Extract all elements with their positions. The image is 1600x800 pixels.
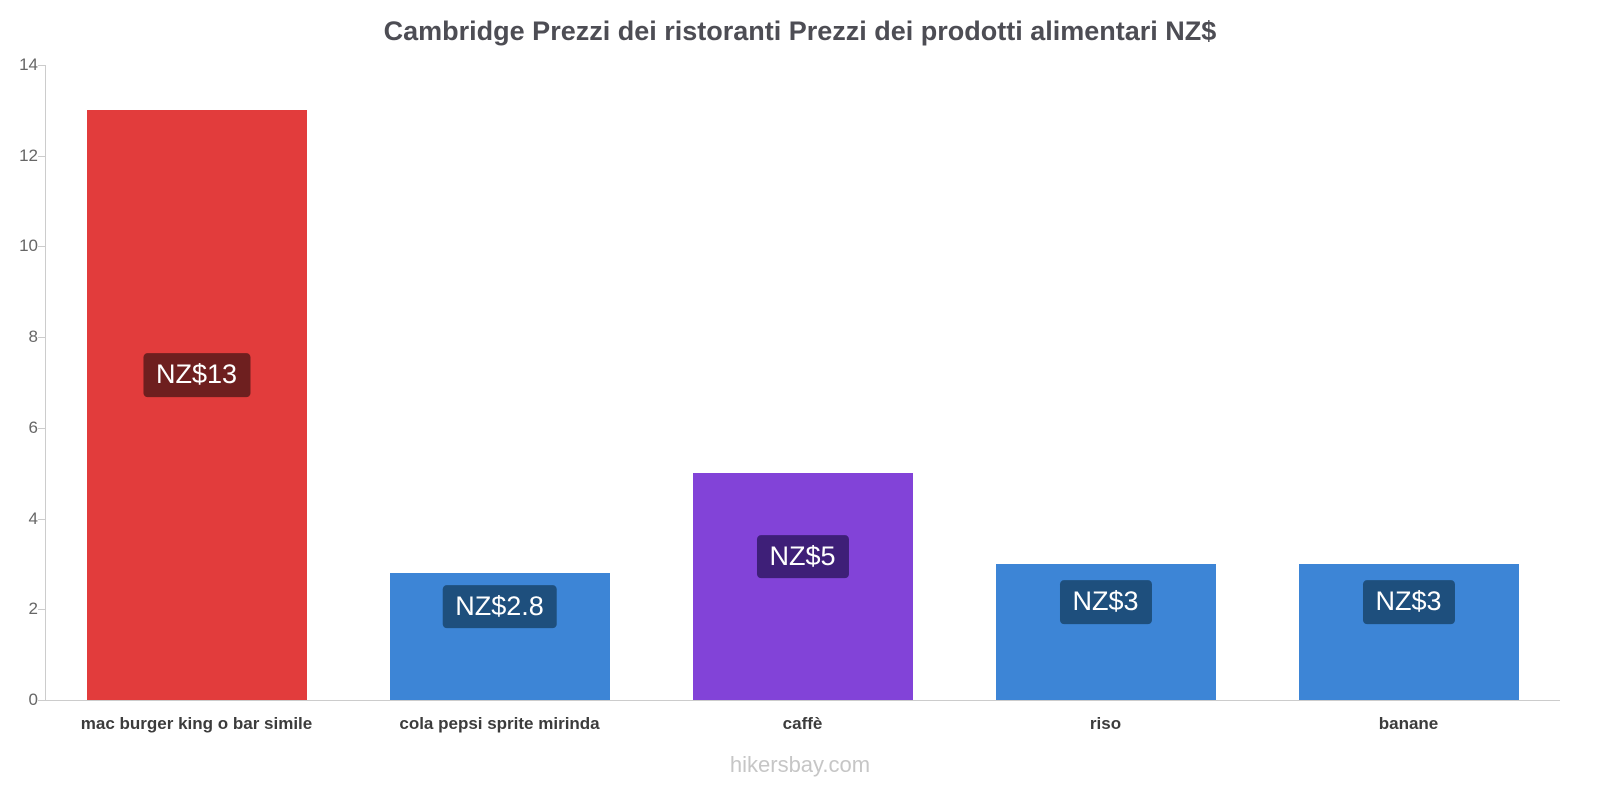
bar [692,473,913,700]
y-tick-label: 6 [28,417,38,437]
y-tick-mark [38,518,45,520]
bar-value-label: NZ$3 [1362,580,1455,624]
y-tick-mark [38,155,45,157]
y-tick-label: 10 [19,236,38,256]
y-tick-label: 12 [19,145,38,165]
y-tick-mark [38,427,45,429]
chart-title: Cambridge Prezzi dei ristoranti Prezzi d… [383,16,1217,46]
y-tick-label: 4 [28,508,38,528]
category-label: banane [1378,714,1439,733]
y-tick-mark [38,65,45,66]
category-label: cola pepsi sprite mirinda [399,714,600,733]
y-tick-label: 14 [19,55,38,74]
bar-value-label: NZ$13 [142,353,251,398]
category-label: caffè [782,714,823,733]
category-label: mac burger king o bar simile [80,714,313,733]
category-label: riso [1089,714,1122,733]
x-axis-line [45,700,1560,701]
footer-link[interactable]: hikersbay.com [729,752,871,777]
footer: hikersbay.com [0,752,1600,778]
y-tick-label: 0 [28,690,38,709]
y-tick-mark [38,700,45,701]
bar-value-label: NZ$3 [1059,580,1152,624]
y-tick-label: 8 [28,327,38,347]
bar [86,110,307,700]
y-tick-mark [38,609,45,611]
y-axis-line [45,65,46,701]
y-tick-mark [38,337,45,339]
bar-value-label: NZ$5 [756,534,849,579]
y-tick-mark [38,246,45,248]
bar-value-label: NZ$2.8 [442,584,557,629]
y-tick-label: 2 [28,599,38,619]
